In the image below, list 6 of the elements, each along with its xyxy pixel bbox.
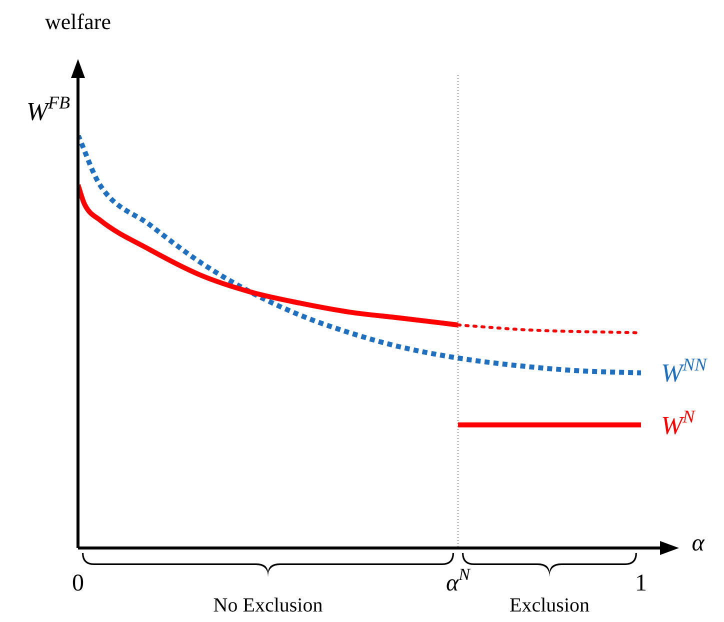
x-tick-label: 1 xyxy=(635,570,647,596)
y-axis-title: welfare xyxy=(45,8,111,34)
x-axis-title: α xyxy=(692,530,705,556)
x-tick-label: 0 xyxy=(72,570,84,596)
text: Exclusion xyxy=(510,594,590,616)
text: No Exclusion xyxy=(213,594,323,616)
